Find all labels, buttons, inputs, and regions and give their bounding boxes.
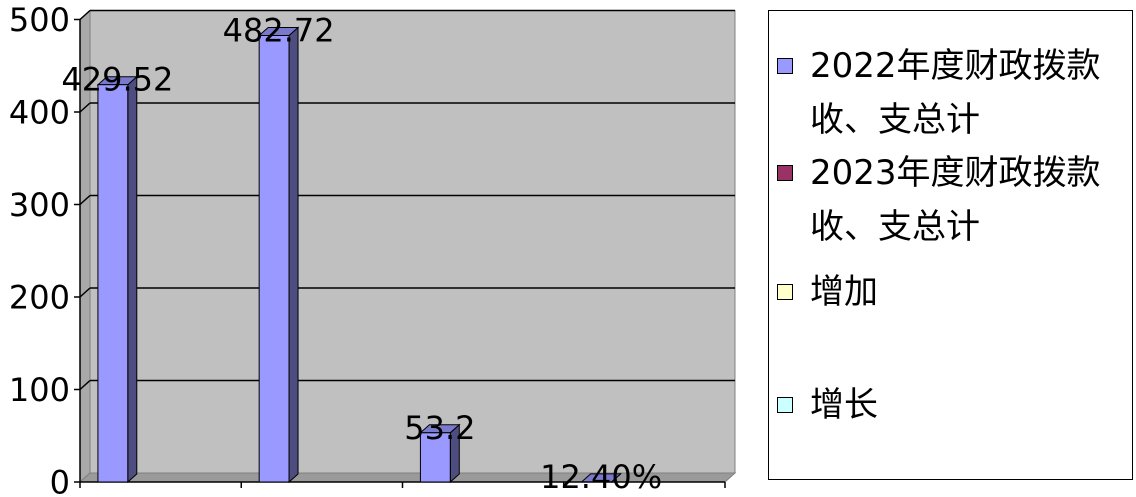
bar [257, 26, 300, 484]
gridline [79, 194, 91, 206]
legend-swatch [777, 165, 793, 181]
gridline [79, 9, 91, 21]
gridline [79, 379, 91, 391]
legend-item-1: 2022年度财政拨款收、支总计 [769, 39, 1132, 149]
y-tick-label: 500 [9, 1, 70, 39]
gridline [79, 287, 91, 298]
plot-back-wall [89, 10, 736, 474]
chart-area: 0 100 200 300 400 500 429.52 482.72 53.2 12.40% [9, 1, 737, 497]
bar [419, 423, 461, 484]
legend-label: 2022年度财政拨款收、支总计 [810, 46, 1101, 140]
legend-item-2: 2023年度财政拨款收、支总计 [769, 146, 1132, 256]
data-label: 12.40% [540, 458, 662, 496]
data-label: 482.72 [223, 11, 335, 49]
data-label: 53.2 [404, 409, 475, 447]
data-label: 429.52 [61, 61, 173, 99]
y-tick-label: 200 [9, 279, 70, 317]
legend-swatch [777, 284, 793, 300]
legend-label: 2023年度财政拨款收、支总计 [810, 153, 1101, 247]
bar [580, 472, 622, 484]
legend-swatch [777, 58, 793, 74]
bar-side-face [127, 75, 138, 484]
bar-front-face [258, 34, 290, 483]
y-tick-label: 0 [50, 464, 70, 497]
legend-item-3: 增加 [769, 265, 1132, 375]
y-tick-label: 300 [9, 186, 70, 224]
chart-legend: 2022年度财政拨款收、支总计 2023年度财政拨款收、支总计 增加 增长 [768, 10, 1133, 480]
legend-swatch [777, 397, 793, 413]
bar-side-face [288, 26, 299, 484]
bar-front-face [97, 84, 129, 483]
bar [96, 75, 139, 484]
bar-chart: 0 100 200 300 400 500 429.52 482.72 53.2 12.40% [9, 1, 737, 497]
legend-label: 增长 [810, 385, 878, 425]
legend-item-4: 增长 [769, 378, 1132, 488]
gridline [79, 102, 91, 113]
y-tick-label: 100 [9, 371, 70, 409]
legend-label: 增加 [810, 272, 878, 312]
y-tick-label: 400 [9, 94, 70, 132]
bar-front-face [419, 432, 451, 483]
